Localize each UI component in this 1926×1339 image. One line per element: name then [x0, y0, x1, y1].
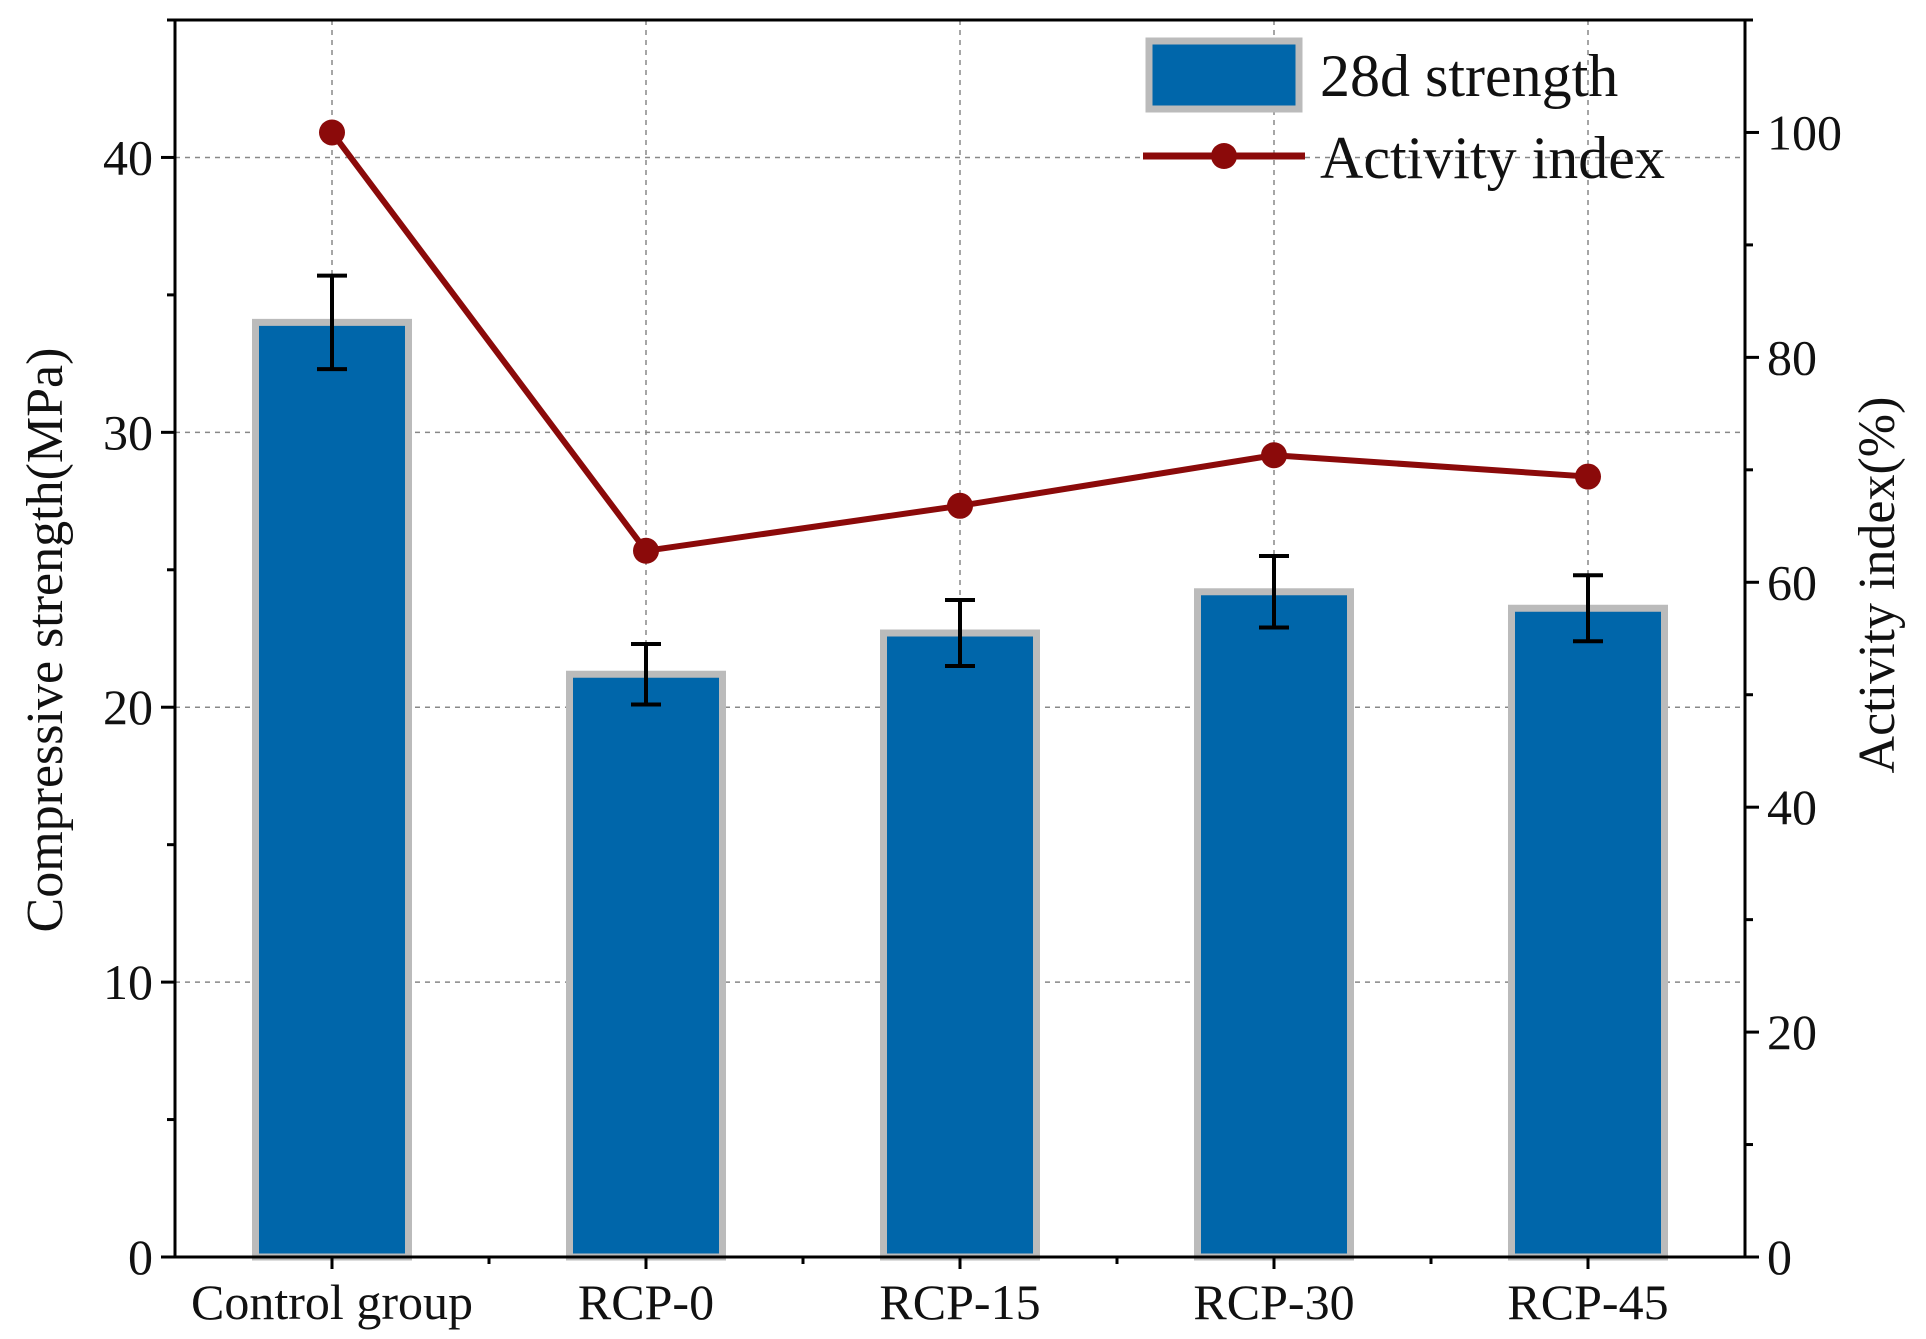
y-left-tick-label: 40: [103, 129, 153, 185]
x-category-label: RCP-15: [879, 1274, 1040, 1330]
y-right-tick-label: 80: [1767, 329, 1817, 385]
legend-bar-swatch: [1145, 37, 1303, 113]
y-left-axis-title: Compressive strength(MPa): [17, 348, 74, 933]
activity-index-point: [633, 537, 659, 564]
bar-rcp-30: [1194, 588, 1354, 1261]
bar-control-group: [252, 318, 412, 1261]
y-right-axis-title: Activity index(%): [1849, 397, 1906, 774]
activity-index-point: [1575, 463, 1601, 490]
activity-index-point: [1261, 442, 1287, 469]
x-category-label: Control group: [191, 1274, 473, 1330]
activity-index-point: [319, 119, 345, 146]
bar-rcp-0: [566, 670, 726, 1261]
y-right-tick-label: 0: [1767, 1229, 1792, 1285]
error-bar: [1259, 554, 1289, 630]
error-bar: [317, 273, 347, 372]
legend-label-strength: 28d strength: [1320, 43, 1618, 109]
bar-rcp-15: [880, 629, 1040, 1261]
y-right-tick-label: 100: [1767, 104, 1842, 160]
y-left-tick-label: 10: [103, 954, 153, 1010]
error-bar: [631, 641, 661, 707]
y-right-tick-label: 40: [1767, 779, 1817, 835]
y-right-tick-label: 20: [1767, 1004, 1817, 1060]
x-category-label: RCP-30: [1193, 1274, 1354, 1330]
y-left-tick-label: 20: [103, 679, 153, 735]
error-bars-layer: [317, 273, 1603, 707]
x-category-label: RCP-0: [578, 1274, 714, 1330]
activity-line-layer: [319, 119, 1601, 564]
activity-index-point: [947, 492, 973, 519]
y-left-tick-label: 0: [128, 1229, 153, 1285]
legend: 28d strength Activity index: [1143, 37, 1665, 191]
legend-label-activity: Activity index: [1320, 125, 1665, 191]
y-left-tick-label: 30: [103, 404, 153, 460]
ticks-layer: 0 10 20 30 40 0 20 40 60 80 100 Control group RCP-0 R…: [103, 18, 1842, 1330]
error-bar: [945, 598, 975, 668]
error-bar: [1573, 573, 1603, 644]
x-category-label: RCP-45: [1507, 1274, 1668, 1330]
bar-rcp-45: [1508, 604, 1668, 1261]
legend-marker-swatch: [1211, 143, 1237, 169]
y-right-tick-label: 60: [1767, 554, 1817, 610]
